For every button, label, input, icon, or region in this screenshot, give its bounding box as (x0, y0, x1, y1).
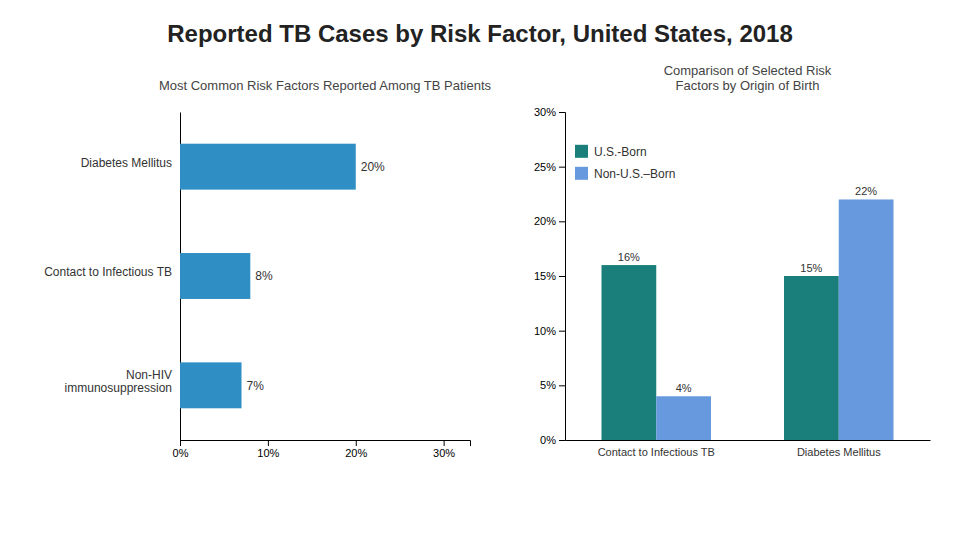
data-label: 4% (676, 382, 692, 394)
subtitle: Comparison of Selected RiskFactors by Or… (664, 63, 832, 93)
chart-root: Reported TB Cases by Risk Factor, United… (0, 0, 960, 540)
bar (839, 199, 894, 440)
axis: Contact to Infectious TB Diabetes Mellitu… (566, 441, 931, 458)
tick-mark (180, 440, 181, 446)
text-line: Factors by Origin of Birth (676, 78, 820, 93)
text-line: Most Common Risk Factors Reported Among … (159, 78, 492, 93)
tick: 25% (534, 161, 565, 173)
tick: Non-HIVimmunosuppression (65, 368, 172, 395)
tick-mark (268, 440, 269, 446)
data-label: 20% (361, 160, 385, 174)
legend-swatch (575, 145, 588, 158)
text-line: Comparison of Selected Risk (664, 63, 832, 78)
legend-item: U.S.-Born (575, 145, 647, 159)
title: Reported TB Cases by Risk Factor, United… (167, 20, 793, 47)
tick-label: 20% (534, 215, 556, 227)
tick-mark (559, 167, 565, 168)
tick: 30% (433, 440, 455, 459)
axis-line (181, 441, 471, 447)
tick: 0% (173, 440, 189, 459)
text-line: Non-HIV (126, 368, 172, 382)
axis: 0% 10% 20% 30% (173, 440, 471, 459)
tick-label: 25% (534, 161, 556, 173)
bar (602, 265, 657, 440)
tick-mark (559, 440, 565, 441)
bars (602, 199, 894, 440)
data-label: 22% (855, 185, 877, 197)
data-label: 15% (800, 262, 822, 274)
tick-label: 10% (534, 325, 556, 337)
tick-label: 0% (173, 447, 189, 459)
bar (656, 396, 711, 440)
tick: 15% (534, 270, 565, 282)
text-line: Diabetes Mellitus (81, 156, 172, 170)
axis-line (566, 440, 931, 441)
bar (180, 362, 242, 408)
tick-mark (559, 331, 565, 332)
axis: Diabetes Mellitus Contact to Infectious T… (44, 113, 180, 441)
subtitle: Most Common Risk Factors Reported Among … (159, 78, 492, 93)
data-label: 7% (247, 379, 265, 393)
tick: 30% (534, 106, 565, 118)
legend-label: Non-U.S.–Born (594, 167, 675, 181)
bar (180, 144, 356, 190)
tick-mark (559, 112, 565, 113)
tick: 5% (540, 379, 565, 391)
tick-label: 10% (257, 447, 279, 459)
tick: Contact to Infectious TB (44, 265, 172, 279)
tick-mark (559, 385, 565, 386)
tick-label: 5% (540, 379, 556, 391)
tick-label: Contact to Infectious TB (44, 265, 172, 279)
tick: 20% (345, 440, 367, 459)
tick: Diabetes Mellitus (797, 446, 881, 458)
tick-label: 0% (540, 434, 556, 446)
tick-label: 30% (534, 106, 556, 118)
data-labels: 20% 8% 7% (247, 160, 386, 393)
tick-label: Contact to Infectious TB (598, 446, 715, 458)
legend-swatch (575, 167, 588, 180)
axis: 0% 5% 10% 15% 20% 25% 30% (534, 106, 566, 446)
text-line: immunosuppression (65, 381, 172, 395)
tick: Contact to Infectious TB (598, 446, 715, 458)
tick-label: 15% (534, 270, 556, 282)
tick: 0% (540, 434, 565, 446)
legend-label: U.S.-Born (594, 145, 647, 159)
bars (180, 144, 356, 409)
tick-mark (559, 276, 565, 277)
legend: U.S.-Born Non-U.S.–Born (575, 145, 675, 181)
tick-label: 30% (433, 447, 455, 459)
data-label: 8% (255, 269, 273, 283)
tick-mark (444, 440, 445, 446)
bar (180, 253, 250, 299)
text-line: Contact to Infectious TB (44, 265, 172, 279)
tick-label: Non-HIVimmunosuppression (65, 368, 172, 395)
bar (784, 276, 839, 440)
tick: 20% (534, 215, 565, 227)
tick-mark (559, 221, 565, 222)
axis-line (559, 113, 566, 441)
tick-label: Diabetes Mellitus (81, 156, 172, 170)
tick: Diabetes Mellitus (81, 156, 172, 170)
tick-label: 20% (345, 447, 367, 459)
tick: 10% (534, 325, 565, 337)
data-labels: 16% 15% 4% 22% (618, 185, 877, 394)
data-label: 16% (618, 251, 640, 263)
tick-mark (356, 440, 357, 446)
legend-item: Non-U.S.–Born (575, 167, 675, 181)
tick-label: Diabetes Mellitus (797, 446, 881, 458)
tick: 10% (257, 440, 279, 459)
